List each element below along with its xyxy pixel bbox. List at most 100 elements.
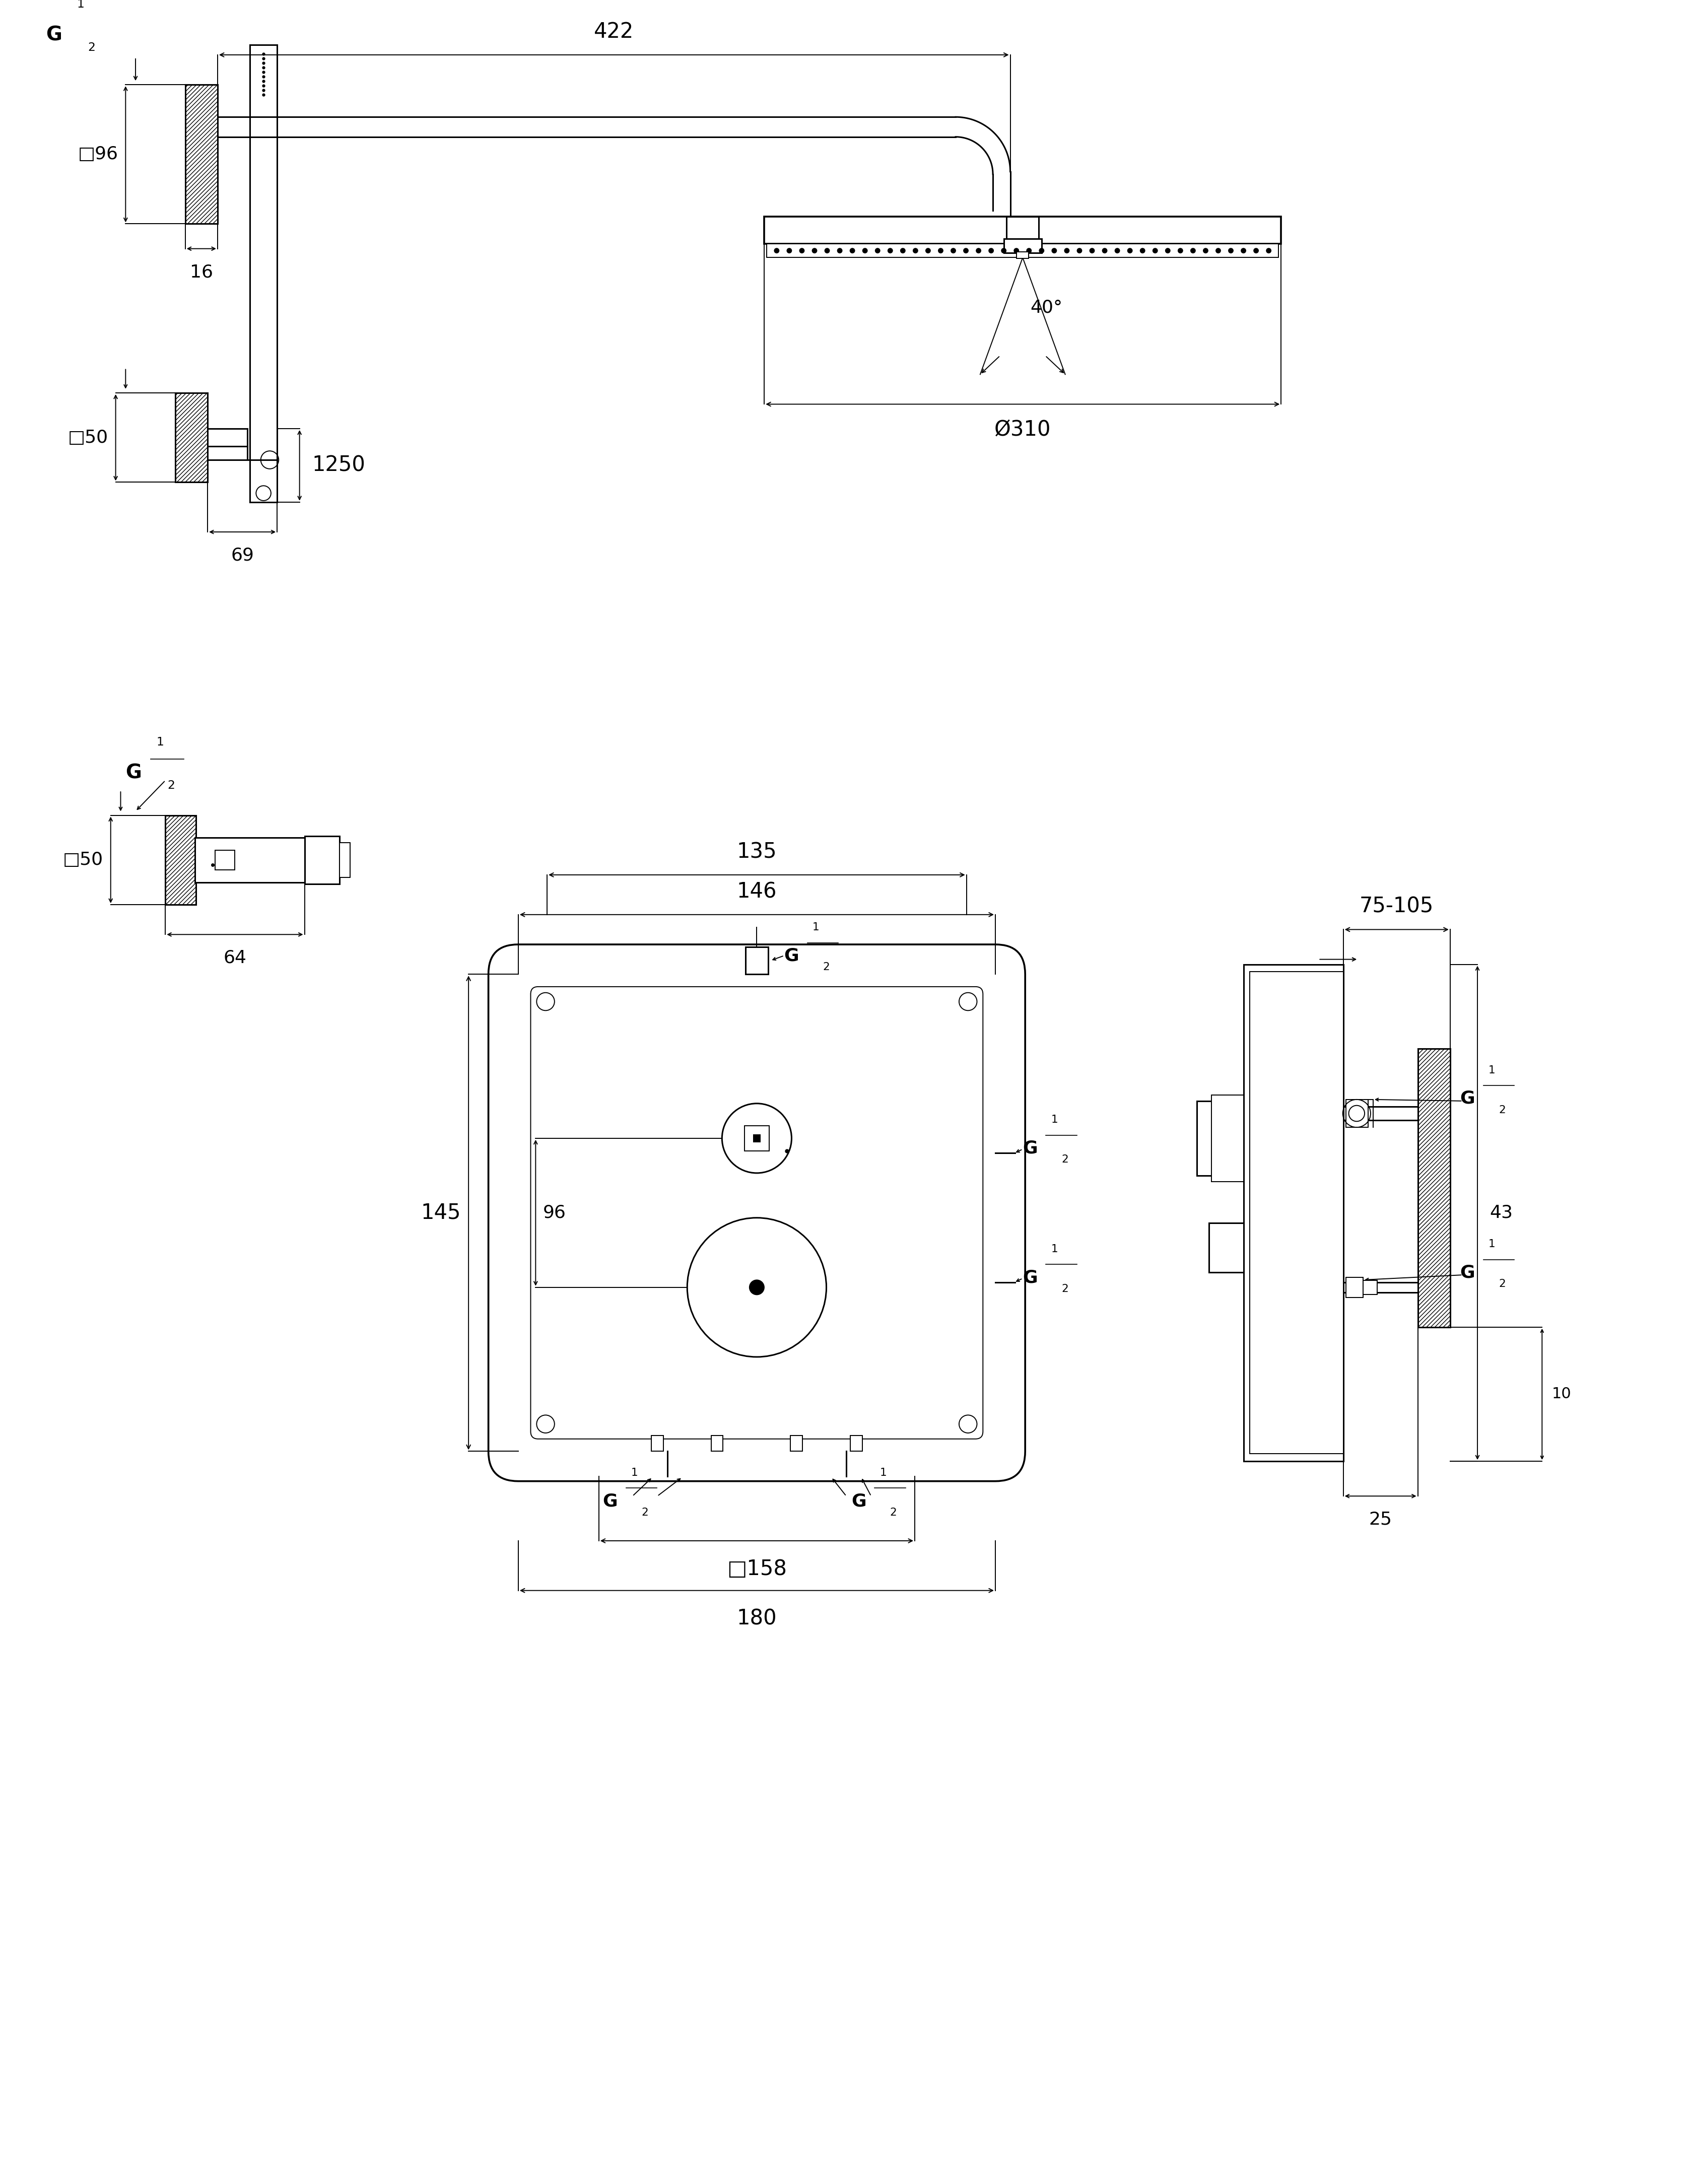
Bar — [1345, 1099, 1369, 1127]
Text: 1: 1 — [1489, 1066, 1496, 1075]
Text: 1: 1 — [1489, 1238, 1496, 1249]
Circle shape — [838, 249, 843, 253]
Bar — [766, 245, 1279, 258]
Bar — [651, 1435, 663, 1452]
Circle shape — [812, 249, 817, 253]
Circle shape — [1101, 249, 1108, 253]
Bar — [195, 839, 305, 882]
Circle shape — [1254, 249, 1259, 253]
Circle shape — [951, 249, 956, 253]
Bar — [1345, 1278, 1364, 1297]
Bar — [215, 850, 235, 869]
Bar — [1003, 238, 1042, 253]
Text: 69: 69 — [230, 546, 254, 563]
Circle shape — [1166, 249, 1171, 253]
Circle shape — [799, 249, 805, 253]
Text: 25: 25 — [1369, 1511, 1393, 1529]
Circle shape — [824, 249, 829, 253]
Text: G: G — [125, 764, 142, 782]
Circle shape — [1152, 249, 1157, 253]
Bar — [340, 843, 350, 878]
Circle shape — [937, 249, 944, 253]
Bar — [849, 1435, 863, 1452]
Circle shape — [750, 1280, 765, 1295]
Bar — [1017, 251, 1029, 258]
Circle shape — [1140, 249, 1145, 253]
Circle shape — [1014, 249, 1019, 253]
Circle shape — [1002, 249, 1007, 253]
Circle shape — [988, 249, 993, 253]
Text: 180: 180 — [736, 1607, 777, 1629]
Text: 75-105: 75-105 — [1360, 895, 1433, 917]
Text: 1: 1 — [156, 736, 164, 747]
Circle shape — [976, 249, 981, 253]
Text: 1: 1 — [812, 922, 819, 933]
Circle shape — [1189, 249, 1196, 253]
Circle shape — [1115, 249, 1120, 253]
Text: 2: 2 — [1061, 1284, 1068, 1293]
Text: 145: 145 — [421, 1201, 462, 1223]
Text: □158: □158 — [728, 1557, 787, 1579]
Bar — [1250, 972, 1343, 1455]
Circle shape — [912, 249, 919, 253]
Bar — [1196, 1101, 1244, 1175]
Circle shape — [1215, 249, 1222, 253]
Bar — [166, 815, 196, 904]
Text: □50: □50 — [63, 852, 103, 869]
Text: 1: 1 — [880, 1468, 887, 1479]
Bar — [753, 1133, 761, 1142]
Text: G: G — [1460, 1090, 1475, 1107]
Text: 1: 1 — [631, 1468, 638, 1479]
Text: G: G — [46, 26, 63, 44]
Bar — [765, 216, 1281, 245]
Bar — [1364, 1280, 1377, 1295]
Circle shape — [1228, 249, 1233, 253]
Circle shape — [1127, 249, 1132, 253]
FancyBboxPatch shape — [531, 987, 983, 1439]
Bar — [1210, 1223, 1244, 1273]
Circle shape — [773, 249, 780, 253]
Text: 2: 2 — [890, 1507, 897, 1518]
Text: 2: 2 — [641, 1507, 648, 1518]
Text: G: G — [1460, 1265, 1475, 1282]
Text: 146: 146 — [736, 880, 777, 902]
Circle shape — [863, 249, 868, 253]
Bar — [1007, 216, 1039, 238]
Text: G: G — [1022, 1140, 1037, 1158]
Text: 2: 2 — [1499, 1105, 1506, 1116]
Text: 40°: 40° — [1030, 299, 1063, 317]
Circle shape — [1266, 249, 1271, 253]
Circle shape — [1076, 249, 1083, 253]
Circle shape — [1027, 249, 1032, 253]
Circle shape — [1203, 249, 1208, 253]
Bar — [1244, 965, 1343, 1461]
Text: 96: 96 — [543, 1203, 567, 1221]
Circle shape — [1051, 249, 1058, 253]
Circle shape — [926, 249, 931, 253]
Text: G: G — [602, 1492, 618, 1509]
Text: 10: 10 — [1552, 1387, 1572, 1402]
Text: 2: 2 — [168, 780, 174, 791]
Bar — [744, 1125, 770, 1151]
Text: 422: 422 — [594, 22, 634, 41]
Text: 2: 2 — [1061, 1155, 1068, 1164]
Circle shape — [963, 249, 968, 253]
Bar — [790, 1435, 802, 1452]
Text: 135: 135 — [736, 841, 777, 863]
Circle shape — [849, 249, 854, 253]
Text: □96: □96 — [78, 146, 118, 164]
Text: 16: 16 — [190, 264, 213, 282]
Circle shape — [1178, 249, 1183, 253]
Circle shape — [1240, 249, 1247, 253]
Text: 64: 64 — [223, 950, 247, 968]
Bar — [1211, 1094, 1244, 1182]
Text: 2: 2 — [1499, 1280, 1506, 1289]
Text: 1250: 1250 — [311, 454, 365, 476]
Text: Ø310: Ø310 — [995, 419, 1051, 441]
Text: □50: □50 — [68, 428, 108, 446]
Text: G: G — [851, 1492, 866, 1509]
Text: 43: 43 — [1491, 1203, 1513, 1221]
Circle shape — [875, 249, 880, 253]
Text: 2: 2 — [822, 963, 829, 972]
Circle shape — [1064, 249, 1069, 253]
